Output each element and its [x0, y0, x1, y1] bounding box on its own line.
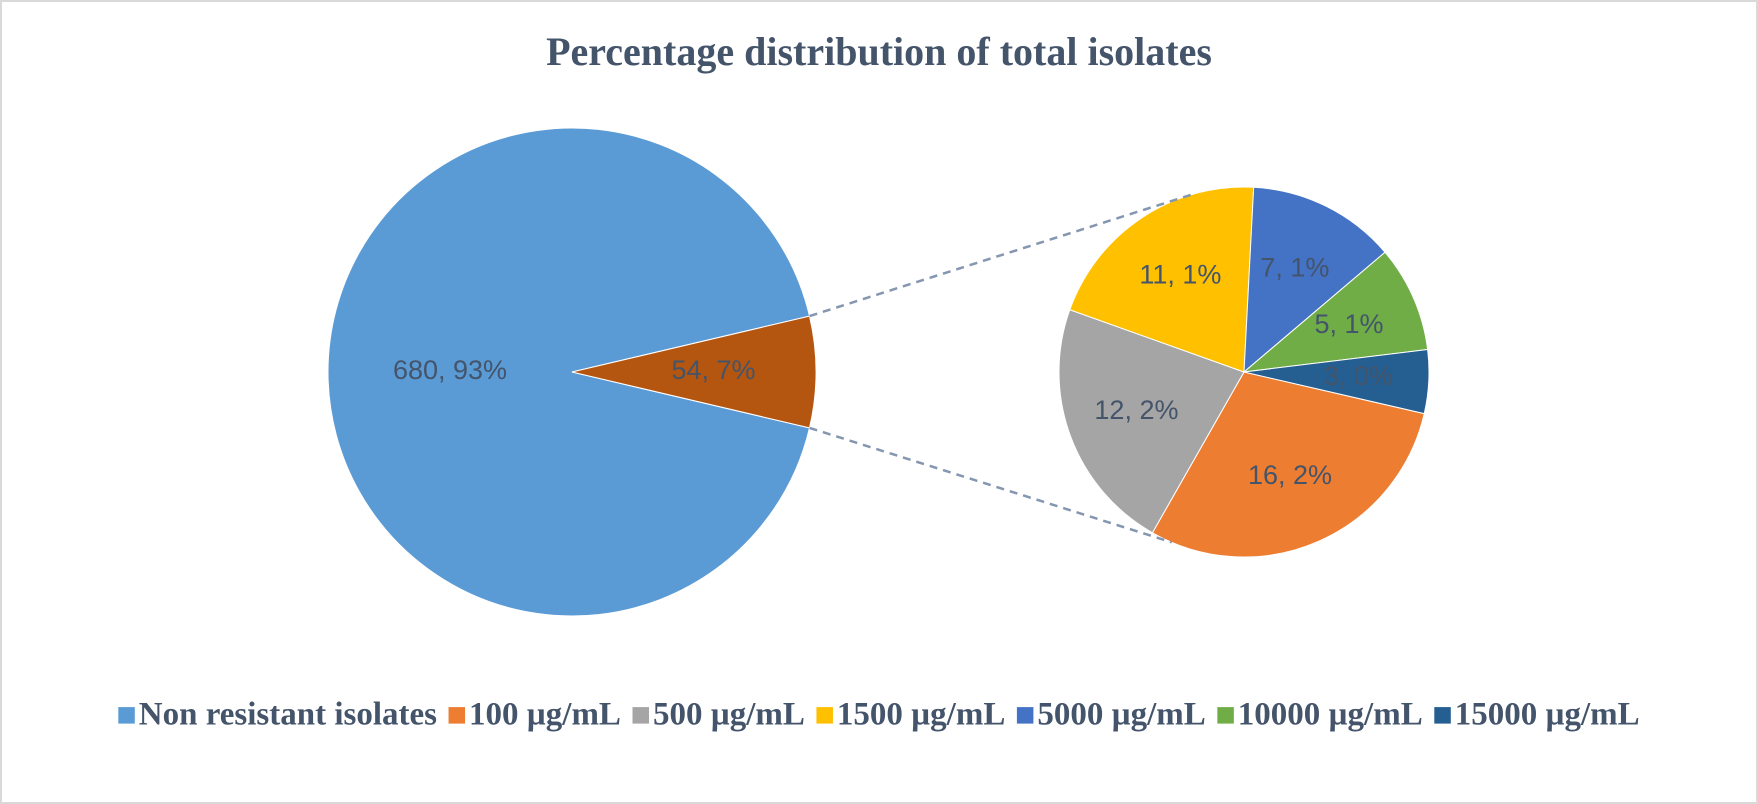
pie-slice [327, 127, 811, 617]
pie-slice [1243, 348, 1430, 415]
legend: Non resistant isolates 100 µg/mL 500 µg/mL… [118, 697, 1640, 733]
pie-slice [1151, 371, 1425, 558]
pie-slice [1242, 251, 1429, 373]
value-label: 11, 1% [1139, 260, 1221, 290]
legend-label: Non resistant isolates [139, 697, 437, 733]
connector-line [809, 192, 1194, 318]
legend-swatch [1217, 707, 1234, 724]
value-label: 16, 2% [1248, 460, 1332, 490]
value-label: 54, 7% [671, 355, 755, 385]
chart-title: Percentage distribution of total isolate… [546, 29, 1212, 74]
connector-line [809, 426, 1173, 544]
value-label: 680, 93% [393, 355, 507, 385]
pie-slice [1243, 186, 1386, 374]
legend-label: 5000 µg/mL [1037, 697, 1205, 733]
pie-slice [571, 315, 817, 429]
legend-swatch [632, 707, 650, 724]
legend-label: 10000 µg/mL [1238, 697, 1423, 733]
legend-label: 100 µg/mL [469, 697, 621, 733]
legend-swatch [1016, 707, 1034, 724]
legend-label: 500 µg/mL [653, 697, 805, 733]
pie-slice [1058, 309, 1245, 534]
legend-swatch [448, 707, 466, 724]
value-label: 3, 0% [1324, 361, 1393, 391]
pie-slice [1069, 186, 1255, 373]
legend-label: 15000 µg/mL [1455, 697, 1640, 733]
value-label: 7, 1% [1260, 252, 1329, 282]
legend-swatch [118, 707, 135, 724]
value-label: 5, 1% [1315, 309, 1384, 339]
value-label: 12, 2% [1094, 395, 1178, 425]
legend-swatch [1434, 707, 1451, 724]
legend-swatch [816, 707, 833, 724]
legend-label: 1500 µg/mL [837, 697, 1005, 733]
